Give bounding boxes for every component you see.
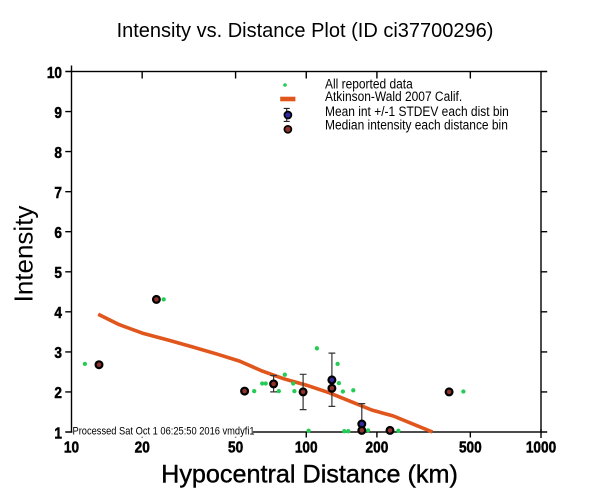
svg-text:Processed Sat Oct 1 06:25:50: Processed Sat Oct 1 06:25:50 2016 vmdyfi… xyxy=(73,426,255,438)
svg-text:1: 1 xyxy=(54,426,62,443)
svg-text:Intensity vs. Distance Plot (I: Intensity vs. Distance Plot (ID ci377002… xyxy=(117,20,494,42)
svg-text:7: 7 xyxy=(54,185,62,202)
svg-text:6: 6 xyxy=(54,225,62,242)
svg-text:2: 2 xyxy=(54,385,62,402)
svg-text:4: 4 xyxy=(54,305,62,322)
svg-text:Intensity: Intensity xyxy=(9,206,39,303)
svg-text:10: 10 xyxy=(64,440,79,457)
svg-text:8: 8 xyxy=(54,145,62,162)
svg-text:200: 200 xyxy=(366,440,389,457)
svg-text:Atkinson-Wald 2007 Calif.: Atkinson-Wald 2007 Calif. xyxy=(325,88,462,104)
svg-text:3: 3 xyxy=(54,345,62,362)
svg-text:50: 50 xyxy=(228,440,243,457)
svg-text:100: 100 xyxy=(295,440,318,457)
svg-text:10: 10 xyxy=(47,65,62,82)
svg-text:Hypocentral Distance (km): Hypocentral Distance (km) xyxy=(161,461,458,489)
svg-text:1000: 1000 xyxy=(526,440,556,457)
svg-text:Mean int +/-1 STDEV each dist: Mean int +/-1 STDEV each dist bin xyxy=(325,103,509,119)
svg-text:20: 20 xyxy=(135,440,150,457)
svg-text:500: 500 xyxy=(459,440,482,457)
svg-text:Median intensity each distance: Median intensity each distance bin xyxy=(325,117,508,133)
svg-text:All reported data: All reported data xyxy=(325,75,413,91)
svg-text:9: 9 xyxy=(54,105,62,122)
svg-text:5: 5 xyxy=(54,265,62,282)
